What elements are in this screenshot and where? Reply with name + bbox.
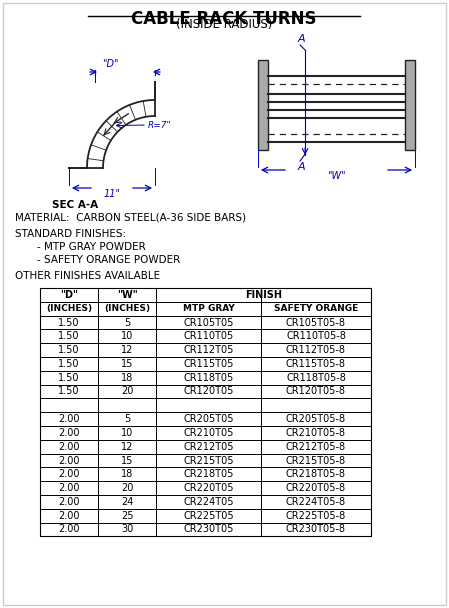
Text: 1.50: 1.50 bbox=[58, 387, 80, 396]
Text: 1.50: 1.50 bbox=[58, 373, 80, 382]
Text: A: A bbox=[297, 34, 305, 44]
Text: CR105T05-8: CR105T05-8 bbox=[286, 317, 346, 328]
Text: CR112T05: CR112T05 bbox=[183, 345, 233, 355]
Text: CR205T05: CR205T05 bbox=[183, 414, 234, 424]
Text: CR120T05: CR120T05 bbox=[183, 387, 233, 396]
Text: 20: 20 bbox=[121, 387, 133, 396]
Text: 2.00: 2.00 bbox=[58, 469, 80, 479]
Text: 15: 15 bbox=[121, 359, 133, 369]
Text: CR220T05-8: CR220T05-8 bbox=[286, 483, 346, 493]
Text: CR225T05: CR225T05 bbox=[183, 511, 234, 520]
Text: CR218T05: CR218T05 bbox=[183, 469, 233, 479]
Text: CR212T05-8: CR212T05-8 bbox=[286, 441, 346, 452]
Text: MATERIAL:  CARBON STEEL(A-36 SIDE BARS): MATERIAL: CARBON STEEL(A-36 SIDE BARS) bbox=[15, 213, 246, 223]
Text: "D": "D" bbox=[60, 290, 78, 300]
Text: CR118T05: CR118T05 bbox=[183, 373, 233, 382]
Text: 15: 15 bbox=[121, 455, 133, 466]
Text: 11": 11" bbox=[104, 189, 120, 199]
Text: (INCHES): (INCHES) bbox=[46, 304, 92, 313]
Text: CABLE RACK TURNS: CABLE RACK TURNS bbox=[131, 10, 317, 28]
Text: 10: 10 bbox=[121, 331, 133, 341]
Text: CR230T05: CR230T05 bbox=[183, 525, 233, 534]
Text: "W": "W" bbox=[327, 171, 346, 181]
Text: MTP GRAY: MTP GRAY bbox=[183, 304, 234, 313]
Text: 1.50: 1.50 bbox=[58, 359, 80, 369]
Text: CR110T05-8: CR110T05-8 bbox=[286, 331, 346, 341]
Text: CR120T05-8: CR120T05-8 bbox=[286, 387, 346, 396]
Text: 2.00: 2.00 bbox=[58, 497, 80, 507]
Text: 2.00: 2.00 bbox=[58, 414, 80, 424]
Text: 10: 10 bbox=[121, 428, 133, 438]
Text: SEC A-A: SEC A-A bbox=[52, 200, 98, 210]
Text: CR115T05: CR115T05 bbox=[183, 359, 233, 369]
Text: 18: 18 bbox=[121, 373, 133, 382]
Text: OTHER FINISHES AVAILABLE: OTHER FINISHES AVAILABLE bbox=[15, 271, 160, 281]
Text: 12: 12 bbox=[121, 345, 133, 355]
Text: (INCHES): (INCHES) bbox=[104, 304, 150, 313]
Text: CR205T05-8: CR205T05-8 bbox=[286, 414, 346, 424]
Text: CR215T05-8: CR215T05-8 bbox=[286, 455, 346, 466]
Text: 20: 20 bbox=[121, 483, 133, 493]
Text: 2.00: 2.00 bbox=[58, 525, 80, 534]
Text: FINISH: FINISH bbox=[245, 290, 282, 300]
Text: CR224T05-8: CR224T05-8 bbox=[286, 497, 346, 507]
Text: 25: 25 bbox=[121, 511, 133, 520]
Text: 2.00: 2.00 bbox=[58, 511, 80, 520]
Bar bbox=[405, 60, 415, 150]
Text: R=7": R=7" bbox=[148, 120, 172, 130]
Text: "W": "W" bbox=[117, 290, 137, 300]
Text: 5: 5 bbox=[124, 414, 130, 424]
Text: - SAFETY ORANGE POWDER: - SAFETY ORANGE POWDER bbox=[37, 255, 180, 265]
Text: 12: 12 bbox=[121, 441, 133, 452]
Text: CR112T05-8: CR112T05-8 bbox=[286, 345, 346, 355]
Text: CR210T05-8: CR210T05-8 bbox=[286, 428, 346, 438]
Text: CR225T05-8: CR225T05-8 bbox=[286, 511, 346, 520]
Text: CR110T05: CR110T05 bbox=[183, 331, 233, 341]
Text: 5: 5 bbox=[124, 317, 130, 328]
Text: CR218T05-8: CR218T05-8 bbox=[286, 469, 346, 479]
Text: A: A bbox=[297, 162, 305, 172]
Text: CR210T05: CR210T05 bbox=[183, 428, 233, 438]
Text: CR105T05: CR105T05 bbox=[183, 317, 233, 328]
Text: CR230T05-8: CR230T05-8 bbox=[286, 525, 346, 534]
Text: SAFETY ORANGE: SAFETY ORANGE bbox=[274, 304, 358, 313]
Text: 2.00: 2.00 bbox=[58, 483, 80, 493]
Text: CR215T05: CR215T05 bbox=[183, 455, 234, 466]
Text: 2.00: 2.00 bbox=[58, 441, 80, 452]
Text: 18: 18 bbox=[121, 469, 133, 479]
Text: CR220T05: CR220T05 bbox=[183, 483, 234, 493]
Text: CR118T05-8: CR118T05-8 bbox=[286, 373, 346, 382]
Text: 2.00: 2.00 bbox=[58, 455, 80, 466]
Text: CR224T05: CR224T05 bbox=[183, 497, 234, 507]
Text: 1.50: 1.50 bbox=[58, 331, 80, 341]
Text: 30: 30 bbox=[121, 525, 133, 534]
Bar bbox=[40, 288, 371, 536]
Text: - MTP GRAY POWDER: - MTP GRAY POWDER bbox=[37, 242, 146, 252]
Bar bbox=[258, 60, 268, 150]
Text: "D": "D" bbox=[102, 59, 118, 69]
Text: CR212T05: CR212T05 bbox=[183, 441, 234, 452]
Text: 1.50: 1.50 bbox=[58, 317, 80, 328]
Text: 24: 24 bbox=[121, 497, 133, 507]
Text: 2.00: 2.00 bbox=[58, 428, 80, 438]
Text: (INSIDE RADIUS): (INSIDE RADIUS) bbox=[176, 18, 272, 31]
Text: 1.50: 1.50 bbox=[58, 345, 80, 355]
Text: STANDARD FINISHES:: STANDARD FINISHES: bbox=[15, 229, 126, 239]
Text: CR115T05-8: CR115T05-8 bbox=[286, 359, 346, 369]
